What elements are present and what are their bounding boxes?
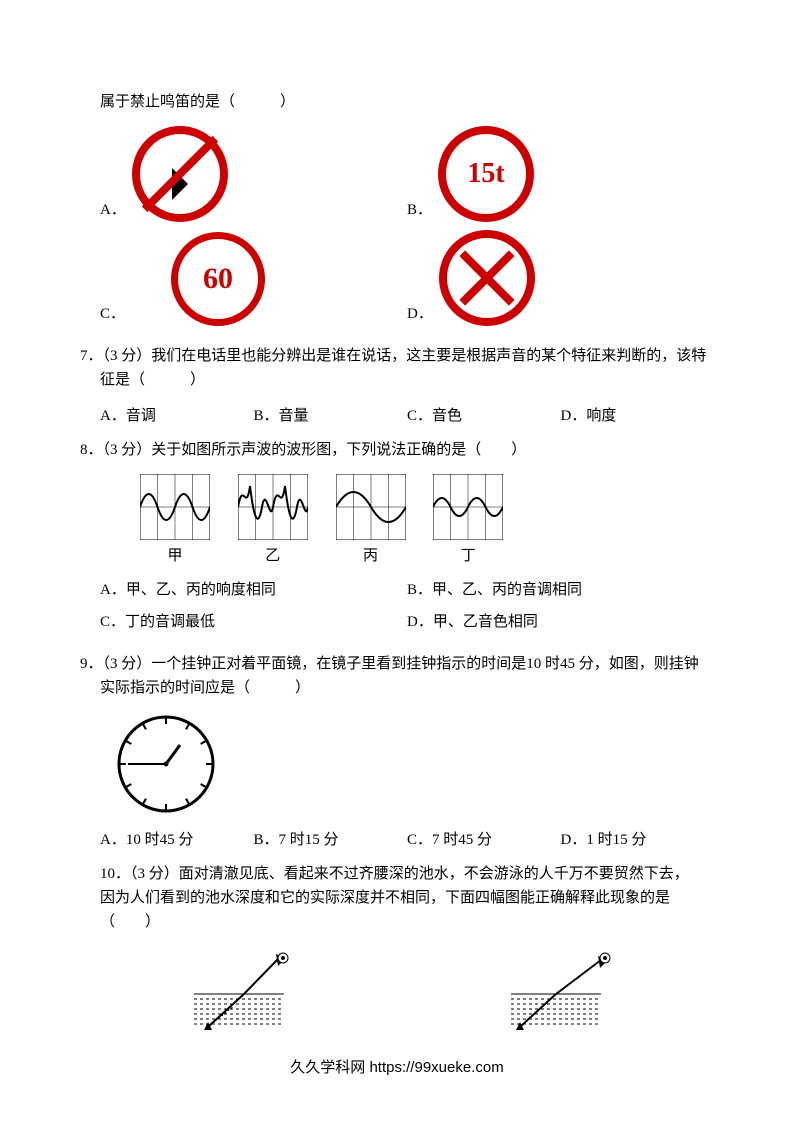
wave-yi-label: 乙 <box>238 544 308 568</box>
q8-options: A．甲、乙、丙的响度相同 B．甲、乙、丙的音调相同 C．丁的音调最低 D．甲、乙… <box>80 578 714 642</box>
q9-clock <box>116 714 714 814</box>
q7-number: 7． <box>80 348 103 364</box>
q8-opt-c: C．丁的音调最低 <box>100 610 407 634</box>
q8-opt-b: B．甲、乙、丙的音调相同 <box>407 578 714 602</box>
no-entry-sign-icon <box>439 230 535 326</box>
wave-bing-label: 丙 <box>336 544 406 568</box>
footer-url: https://99xueke.com <box>369 1059 503 1076</box>
wave-yi-icon <box>238 474 308 540</box>
q9-stem1: （3 分）一个挂钟正对着平面镜，在镜子里看到挂钟指示的时间是10 时45 分，如… <box>103 656 699 672</box>
sign-b-text: 15t <box>467 152 504 197</box>
q7-stem1: （3 分）我们在电话里也能分辨出是谁在说话，这主要是根据声音的某个特征来判断的，… <box>103 348 707 364</box>
q6-stem: 属于禁止鸣笛的是（ ） <box>80 90 714 114</box>
q8-waveforms: 甲 乙 丙 <box>120 474 714 568</box>
wave-ding-icon <box>433 474 503 540</box>
q10-stem3: （ ） <box>100 910 714 934</box>
q10-diagrams <box>80 946 714 1036</box>
q7-options: A．音调 B．音量 C．音色 D．响度 <box>80 404 714 428</box>
speed-limit-sign-icon: 60 <box>171 232 265 326</box>
q10: 10．（3 分）面对清澈见底、看起来不过齐腰深的池水，不会游泳的人千万不要贸然下… <box>80 862 714 934</box>
sign-c-text: 60 <box>203 255 233 303</box>
q9-stem2: 实际指示的时间应是（ ） <box>80 676 714 700</box>
q6-b-label: B． <box>407 198 432 222</box>
weight-limit-sign-icon: 15t <box>438 126 534 222</box>
q6-opt-b: B． 15t <box>407 126 714 222</box>
footer-site-name: 久久学科网 <box>290 1059 369 1076</box>
q8-opt-a: A．甲、乙、丙的响度相同 <box>100 578 407 602</box>
q9-opt-d: D．1 时15 分 <box>561 828 715 852</box>
q7-opt-b: B．音量 <box>254 404 408 428</box>
q6-opt-a: A． <box>100 126 407 222</box>
q9-number: 9． <box>80 656 103 672</box>
q7-stem2: 征是（ ） <box>80 368 714 392</box>
q7-opt-d: D．响度 <box>561 404 715 428</box>
q10-stem1: （3 分）面对清澈见底、看起来不过齐腰深的池水，不会游泳的人千万不要贸然下去， <box>130 866 689 882</box>
q9-opt-a: A．10 时45 分 <box>100 828 254 852</box>
wave-jia-icon <box>140 474 210 540</box>
clock-icon <box>116 714 216 814</box>
q10-number: 10． <box>100 866 130 882</box>
wave-bing-icon <box>336 474 406 540</box>
q7-opt-c: C．音色 <box>407 404 561 428</box>
wave-ding-label: 丁 <box>433 544 503 568</box>
q8: 8．（3 分）关于如图所示声波的波形图，下列说法正确的是（ ） <box>80 438 714 462</box>
q6-d-label: D． <box>407 302 433 326</box>
q7: 7．（3 分）我们在电话里也能分辨出是谁在说话，这主要是根据声音的某个特征来判断… <box>80 344 714 392</box>
q6-opt-c: C． 60 <box>100 230 407 326</box>
q6-c-label: C． <box>100 302 125 326</box>
q9-opt-c: C．7 时45 分 <box>407 828 561 852</box>
q7-opt-a: A．音调 <box>100 404 254 428</box>
q6-opt-d: D． <box>407 230 714 326</box>
wave-jia-label: 甲 <box>140 544 210 568</box>
q6-options: A． B． 15t C． 60 D． <box>80 126 714 334</box>
q10-stem2: 因为人们看到的池水深度和它的实际深度并不相同，下面四幅图能正确解释此现象的是 <box>100 886 714 910</box>
q9-opt-b: B．7 时15 分 <box>254 828 408 852</box>
q9: 9．（3 分）一个挂钟正对着平面镜，在镜子里看到挂钟指示的时间是10 时45 分… <box>80 652 714 700</box>
page-footer: 久久学科网 https://99xueke.com <box>80 1056 714 1080</box>
q9-options: A．10 时45 分 B．7 时15 分 C．7 时45 分 D．1 时15 分 <box>80 828 714 852</box>
q8-stem: （3 分）关于如图所示声波的波形图，下列说法正确的是（ ） <box>103 442 527 458</box>
no-horn-sign-icon <box>132 126 228 222</box>
refraction-b-icon <box>471 946 641 1036</box>
q8-opt-d: D．甲、乙音色相同 <box>407 610 714 634</box>
q6-a-label: A． <box>100 198 126 222</box>
q8-number: 8． <box>80 442 103 458</box>
refraction-a-icon <box>154 946 324 1036</box>
